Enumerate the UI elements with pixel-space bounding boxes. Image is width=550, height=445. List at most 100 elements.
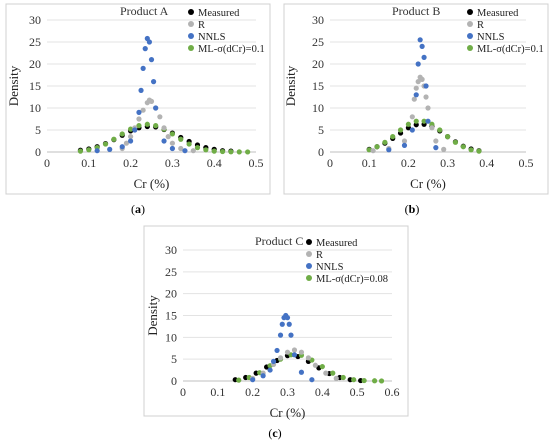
data-point	[425, 105, 431, 111]
data-point	[433, 138, 439, 144]
data-point	[146, 39, 153, 45]
chart-panel-a: 0 5 10 15 20 25 30 0 0.1 0.2 0.3 0.4 0.5 Density Cr (%…	[5, 3, 271, 216]
chart-title: Product C	[255, 234, 303, 248]
legend-label: R	[198, 20, 205, 31]
data-point	[305, 355, 311, 361]
data-point	[409, 127, 415, 133]
data-point	[419, 76, 425, 82]
data-point	[386, 147, 392, 153]
data-point	[291, 347, 298, 353]
data-point	[161, 125, 167, 131]
data-point	[153, 123, 159, 129]
legend-label: ML-σ(dCr)=0.1	[198, 44, 265, 55]
data-point	[460, 144, 466, 150]
data-point	[437, 127, 443, 133]
data-point	[136, 116, 142, 122]
data-point	[144, 121, 150, 127]
data-point	[409, 114, 415, 120]
x-tick-label: 0.3	[280, 385, 295, 399]
y-tick-label: 0	[318, 145, 324, 159]
data-point	[178, 145, 184, 152]
x-tick-label: 0.2	[123, 156, 138, 170]
y-tick-label: 25	[165, 265, 177, 279]
legend-marker	[467, 33, 473, 39]
data-point	[421, 54, 427, 61]
y-tick-label: 20	[312, 57, 324, 71]
data-point	[203, 147, 209, 153]
legend-marker	[188, 21, 194, 27]
data-point	[323, 370, 329, 376]
data-point	[277, 355, 284, 361]
x-tick-label: 0	[44, 156, 50, 170]
data-point	[119, 131, 125, 137]
data-point	[267, 367, 273, 373]
data-point	[423, 94, 429, 100]
data-point	[128, 126, 134, 132]
data-point	[378, 378, 385, 384]
x-tick-label: 0.3	[165, 156, 180, 170]
series-2	[94, 35, 188, 154]
y-axis-label: Density	[145, 295, 160, 336]
x-tick-label: 0.4	[479, 156, 494, 170]
data-point	[228, 149, 234, 155]
y-tick-label: 5	[318, 123, 324, 137]
legend-marker	[188, 33, 194, 39]
data-point	[148, 98, 155, 104]
data-point	[153, 105, 159, 111]
legend-label: NNLS	[316, 262, 344, 273]
y-tick-label: 30	[165, 243, 177, 257]
legend-label: R	[316, 250, 323, 261]
data-point	[319, 363, 325, 370]
x-tick-label: 0.2	[245, 385, 260, 399]
data-point	[182, 148, 188, 154]
y-tick-label: 0	[171, 374, 177, 388]
data-point	[132, 127, 138, 133]
data-point	[194, 145, 201, 151]
x-tick-label: 0.1	[362, 156, 377, 170]
data-point	[405, 121, 411, 127]
data-point	[333, 375, 339, 381]
y-tick-label: 20	[165, 287, 177, 301]
data-point	[425, 118, 431, 124]
x-tick-label: 0.5	[249, 156, 264, 170]
data-point	[111, 136, 117, 142]
legend-marker	[467, 45, 473, 51]
data-point	[142, 46, 148, 52]
data-point	[366, 147, 372, 153]
legend-label: ML-σ(dCr)=0.08	[316, 274, 388, 285]
x-tick-label: 0.4	[315, 385, 330, 399]
data-point	[401, 142, 408, 148]
data-point	[136, 123, 142, 129]
data-point	[361, 377, 367, 384]
y-tick-label: 10	[29, 101, 41, 115]
chart-title: Product B	[392, 4, 440, 18]
data-point	[411, 96, 417, 102]
legend-label: Measured	[198, 8, 240, 19]
chart-panel-c: 0 5 10 15 20 25 30 0 0.1 0.2 0.3 0.4 0.5 0.6 Density Cr…	[143, 225, 409, 440]
data-point	[309, 377, 315, 383]
legend-label: ML-σ(dCr)=0.1	[477, 44, 544, 55]
data-point	[374, 144, 380, 150]
data-point	[312, 362, 318, 368]
data-point	[236, 149, 242, 155]
data-point	[190, 148, 196, 154]
data-point	[441, 146, 447, 152]
x-tick-label: 0.5	[519, 156, 534, 170]
y-tick-label: 30	[312, 13, 324, 27]
data-point	[150, 79, 157, 85]
legend-label: Measured	[477, 8, 519, 19]
data-point	[148, 57, 155, 63]
data-point	[423, 83, 429, 89]
data-point	[211, 148, 217, 154]
data-point	[169, 140, 175, 146]
legend-marker	[467, 9, 473, 15]
legend-marker	[188, 45, 194, 51]
y-tick-label: 10	[312, 101, 324, 115]
data-point	[284, 315, 291, 321]
data-point	[169, 131, 175, 137]
data-point	[468, 147, 474, 153]
y-tick-label: 15	[29, 79, 41, 93]
data-point	[330, 370, 336, 376]
data-point	[288, 332, 294, 338]
data-point	[107, 146, 113, 152]
